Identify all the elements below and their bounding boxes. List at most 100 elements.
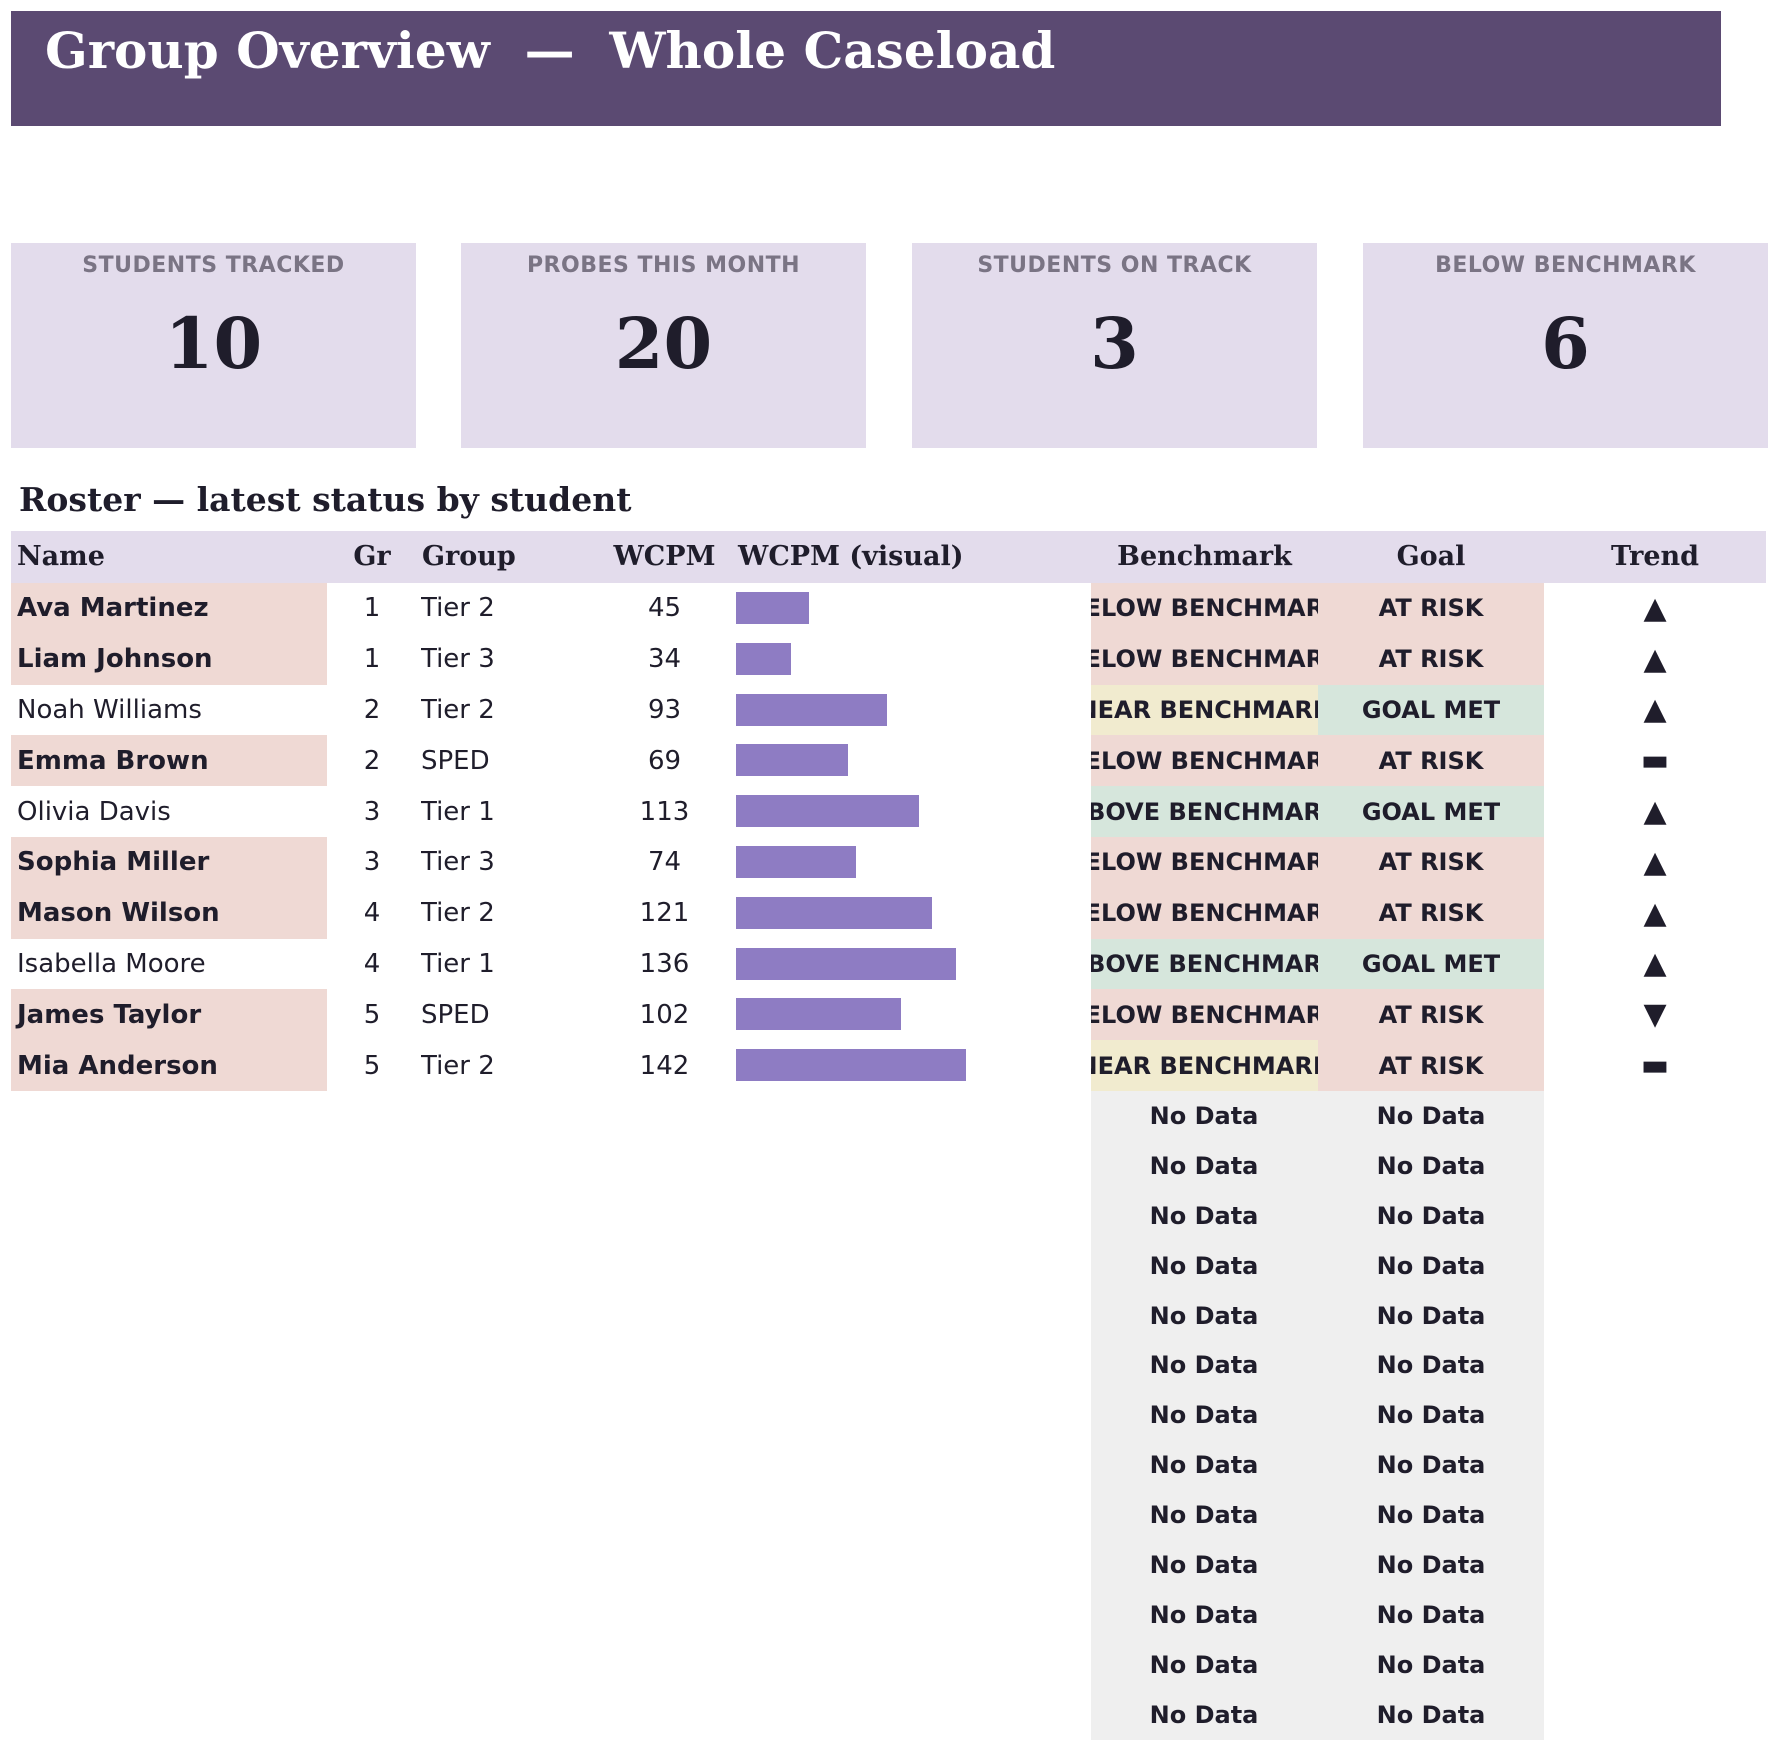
column-header-name: Name — [17, 541, 105, 572]
kpi-label: STUDENTS TRACKED — [82, 253, 345, 278]
benchmark-status: BELOW BENCHMARK — [1091, 989, 1318, 1041]
benchmark-no-data: No Data — [1149, 1151, 1259, 1180]
no-data-row: No Data No Data — [1091, 1340, 1544, 1390]
trend-icon: ▼ — [1643, 997, 1667, 1033]
wcpm-bar-track — [736, 939, 1066, 990]
student-wcpm: 136 — [639, 948, 690, 979]
no-data-row: No Data No Data — [1091, 1091, 1544, 1141]
student-name: James Taylor — [11, 989, 327, 1041]
student-name: Isabella Moore — [17, 948, 206, 979]
goal-no-data: No Data — [1376, 1201, 1486, 1230]
benchmark-no-data: No Data — [1149, 1600, 1259, 1629]
goal-no-data: No Data — [1376, 1501, 1486, 1530]
student-grade: 2 — [363, 694, 381, 725]
wcpm-bar — [736, 998, 902, 1031]
table-row: Mason Wilson 4 Tier 2 121 BELOW BENCHMARKAT … — [0, 887, 1777, 939]
student-name: Mia Anderson — [11, 1040, 327, 1091]
benchmark-no-data: No Data — [1149, 1101, 1259, 1130]
kpi-label: PROBES THIS MONTH — [526, 253, 801, 278]
goal-no-data: No Data — [1376, 1451, 1486, 1480]
student-name: Emma Brown — [11, 735, 327, 787]
column-header-wcpm-visual: WCPM (visual) — [738, 541, 964, 572]
student-name: Mason Wilson — [11, 887, 327, 939]
wcpm-bar — [736, 947, 957, 980]
goal-no-data: No Data — [1376, 1351, 1486, 1380]
goal-no-data: No Data — [1376, 1301, 1486, 1330]
student-group: SPED — [421, 745, 490, 776]
goal-status: AT RISK — [1318, 735, 1544, 787]
no-data-row: No Data No Data — [1091, 1191, 1544, 1241]
trend-icon: ▲ — [1643, 692, 1667, 728]
wcpm-bar-track — [736, 1040, 1066, 1091]
student-grade: 1 — [363, 593, 381, 624]
benchmark-no-data: No Data — [1149, 1650, 1259, 1679]
no-data-row: No Data No Data — [1091, 1640, 1544, 1690]
no-data-block: No Data No Data No Data No Data No Data No Da… — [1091, 1091, 1544, 1740]
wcpm-bar — [736, 896, 932, 929]
trend-icon: ▲ — [1643, 895, 1667, 931]
student-group: Tier 2 — [421, 1050, 495, 1081]
trend-icon: ▲ — [1643, 590, 1667, 626]
student-wcpm: 102 — [639, 999, 690, 1030]
goal-status: GOAL MET — [1318, 684, 1544, 736]
column-header-goal: Goal — [1396, 541, 1466, 572]
goal-no-data: No Data — [1376, 1101, 1486, 1130]
wcpm-bar-track — [736, 888, 1066, 939]
no-data-row: No Data No Data — [1091, 1141, 1544, 1191]
student-name: Sophia Miller — [11, 836, 327, 888]
student-grade: 5 — [363, 999, 381, 1030]
benchmark-status: NEAR BENCHMARK — [1091, 1040, 1318, 1091]
student-group: Tier 1 — [421, 948, 495, 979]
student-grade: 4 — [363, 898, 381, 929]
column-header-benchmark: Benchmark — [1117, 541, 1292, 572]
benchmark-no-data: No Data — [1149, 1251, 1259, 1280]
student-name: Ava Martinez — [11, 583, 327, 634]
no-data-row: No Data No Data — [1091, 1490, 1544, 1540]
wcpm-bar-track — [736, 989, 1066, 1040]
student-wcpm: 142 — [639, 1050, 690, 1081]
student-group: Tier 2 — [421, 898, 495, 929]
wcpm-bar — [736, 845, 856, 878]
kpi-card-below-benchmark: BELOW BENCHMARK 6 — [1363, 243, 1768, 448]
benchmark-status: ABOVE BENCHMARK — [1091, 786, 1318, 837]
trend-icon: ▲ — [1643, 844, 1667, 880]
header-banner: Group Overview — Whole Caseload — [11, 11, 1721, 126]
benchmark-status: ABOVE BENCHMARK — [1091, 938, 1318, 990]
benchmark-no-data: No Data — [1149, 1550, 1259, 1579]
goal-no-data: No Data — [1376, 1700, 1486, 1729]
goal-no-data: No Data — [1376, 1151, 1486, 1180]
wcpm-bar — [736, 592, 809, 624]
table-row: Sophia Miller 3 Tier 3 74 BELOW BENCHMARKAT … — [0, 836, 1777, 888]
kpi-card-students-tracked: STUDENTS TRACKED 10 — [11, 243, 416, 448]
student-name: Olivia Davis — [17, 796, 171, 827]
goal-status: AT RISK — [1318, 836, 1544, 888]
benchmark-no-data: No Data — [1149, 1700, 1259, 1729]
kpi-value: 20 — [614, 302, 713, 385]
trend-icon: ▬ — [1640, 1048, 1670, 1084]
roster-header-row: Name Gr Group WCPM WCPM (visual) Benchma… — [11, 531, 1766, 583]
goal-no-data: No Data — [1376, 1251, 1486, 1280]
table-row: Isabella Moore 4 Tier 1 136 ABOVE BENCHMARKG… — [0, 938, 1777, 990]
wcpm-bar-track — [736, 786, 1066, 837]
benchmark-status: NEAR BENCHMARK — [1091, 684, 1318, 736]
student-name: Liam Johnson — [11, 633, 327, 685]
table-row: Olivia Davis 3 Tier 1 113 ABOVE BENCHMARKGOA… — [0, 786, 1777, 837]
wcpm-bar-track — [736, 634, 1066, 685]
goal-no-data: No Data — [1376, 1650, 1486, 1679]
student-group: Tier 1 — [421, 796, 495, 827]
benchmark-no-data: No Data — [1149, 1451, 1259, 1480]
trend-icon: ▲ — [1643, 641, 1667, 677]
student-grade: 3 — [363, 847, 381, 878]
wcpm-bar-track — [736, 583, 1066, 634]
benchmark-no-data: No Data — [1149, 1301, 1259, 1330]
wcpm-bar — [736, 642, 792, 675]
goal-status: AT RISK — [1318, 583, 1544, 634]
column-header-trend: Trend — [1610, 541, 1700, 572]
no-data-row: No Data No Data — [1091, 1291, 1544, 1341]
student-group: Tier 3 — [421, 644, 495, 675]
benchmark-no-data: No Data — [1149, 1201, 1259, 1230]
